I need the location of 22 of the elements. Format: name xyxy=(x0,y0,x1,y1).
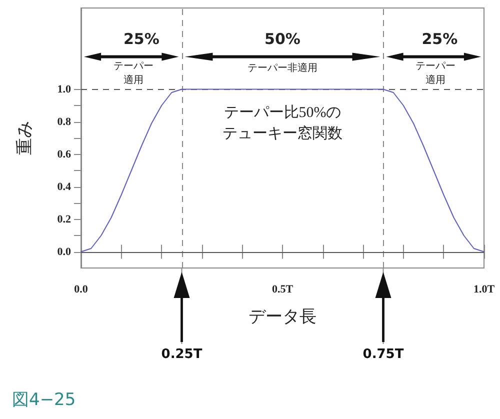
line-series xyxy=(80,88,484,252)
annotation: 25% xyxy=(123,30,160,48)
annotation: テーパー適用 xyxy=(113,60,154,86)
y-tick-label: 0.2 xyxy=(57,213,72,226)
y-tick-label: 0.0 xyxy=(57,246,72,258)
annotation: テーパー適用 xyxy=(416,60,456,86)
annotation: 25% xyxy=(422,30,458,48)
ref-line-label: 0.75T xyxy=(362,347,404,362)
annotation: テーパー比50%のテューキー窓関数 xyxy=(222,104,342,142)
y-tick-label: 1.0 xyxy=(57,83,72,96)
x-tick-label: 0.5T xyxy=(272,284,294,296)
ref-line-label: 0.25T xyxy=(161,347,202,362)
x-tick-label: 1.0T xyxy=(473,284,496,296)
annotation: 50% xyxy=(264,30,300,48)
y-tick-label: 0.4 xyxy=(57,180,72,193)
caption: 図4−25 xyxy=(12,390,76,410)
x-axis-title: データ長 xyxy=(248,307,316,326)
y-axis-title: 重み xyxy=(15,121,34,155)
y-tick-label: 0.6 xyxy=(57,148,72,160)
annotation: テーパー非適用 xyxy=(248,62,318,74)
x-tick-label: 0.0 xyxy=(74,284,88,296)
y-tick-label: 0.8 xyxy=(57,116,72,128)
